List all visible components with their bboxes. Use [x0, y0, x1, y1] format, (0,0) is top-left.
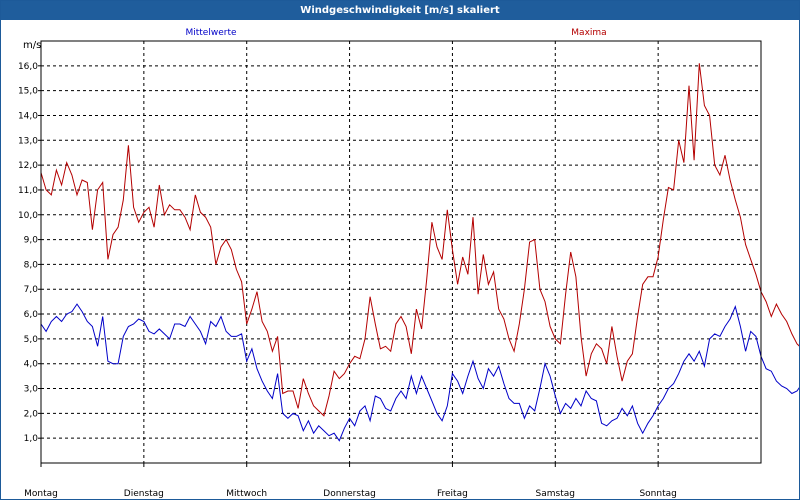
legend: Mittelwerte Maxima: [185, 28, 606, 38]
y-tick-label: 10,0: [18, 211, 38, 221]
x-tick-weekday: Sonntag: [639, 489, 676, 499]
y-tick-label: 14,0: [18, 111, 38, 121]
legend-maxima: Maxima: [571, 28, 606, 38]
y-tick-label: 12,0: [18, 161, 38, 171]
x-tick-weekday: Donnerstag: [323, 489, 376, 499]
y-tick-label: 1,0: [24, 434, 39, 444]
y-tick-label: 8,0: [24, 260, 39, 270]
y-tick-label: 13,0: [18, 136, 38, 146]
y-tick-label: 11,0: [18, 186, 38, 196]
window-title: Windgeschwindigkeit [m/s] skaliert: [1, 1, 799, 20]
y-tick-label: 16,0: [18, 62, 38, 72]
x-tick-weekday: Montag: [24, 489, 58, 499]
y-tick-label: 6,0: [24, 310, 39, 320]
y-tick-label: 2,0: [24, 409, 39, 419]
series-lines: [40, 63, 799, 442]
series-line-mittelwerte: [40, 303, 799, 442]
x-tick-weekday: Mittwoch: [226, 489, 267, 499]
y-tick-label: 5,0: [24, 335, 39, 345]
y-tick-label: 9,0: [24, 236, 39, 246]
series-line-maxima: [40, 63, 799, 417]
x-tick-labels: Montag10.12.18Dienstag11.12.18Mittwoch12…: [24, 489, 677, 499]
grid: [38, 41, 761, 467]
plot-border: [40, 40, 762, 464]
x-tick-weekday: Dienstag: [124, 489, 164, 499]
x-tick-weekday: Samstag: [536, 489, 575, 499]
y-tick-label: 7,0: [24, 285, 39, 295]
y-tick-labels: 1,0 2,0 3,0 4,0 5,0 6,0 7,0 8,0 9,0 10,0 11,0 12,0 1…: [18, 62, 38, 444]
x-tick-weekday: Freitag: [437, 489, 468, 499]
legend-mittelwerte: Mittelwerte: [185, 28, 236, 38]
y-tick-label: 3,0: [24, 385, 39, 395]
y-tick-label: 15,0: [18, 87, 38, 97]
y-axis-unit-label: m/s: [23, 40, 41, 51]
y-tick-label: 4,0: [24, 360, 39, 370]
wind-speed-chart: 1,0 2,0 3,0 4,0 5,0 6,0 7,0 8,0 9,0 10,0 11,0 12,0 1…: [18, 28, 799, 499]
